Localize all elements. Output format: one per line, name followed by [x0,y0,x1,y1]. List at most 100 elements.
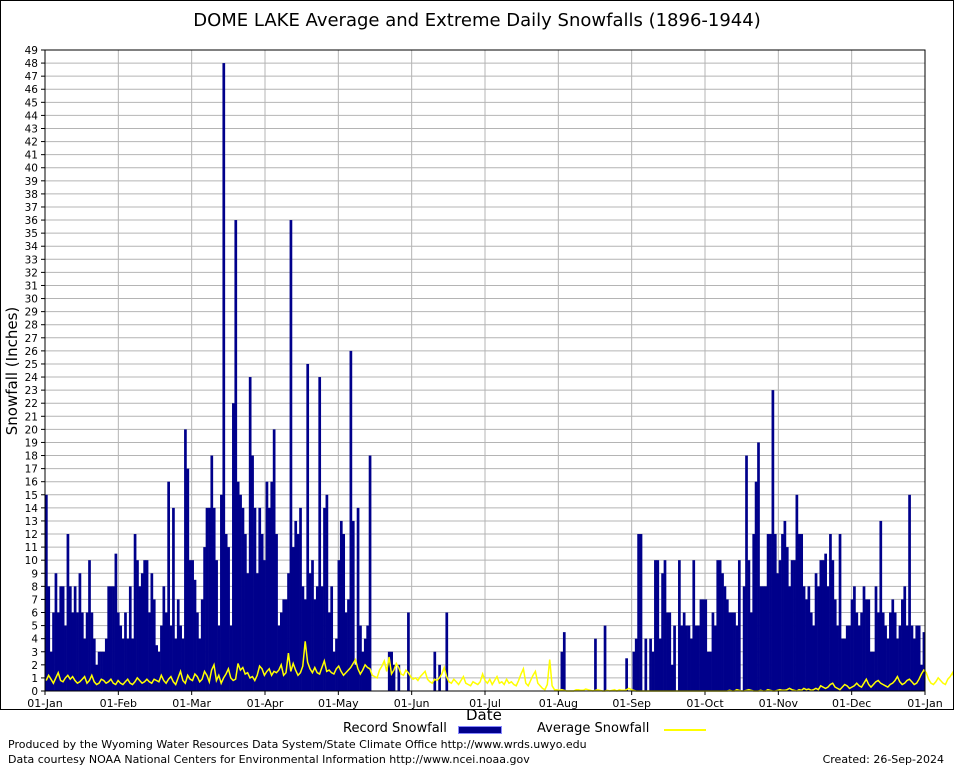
record-bar [829,534,832,691]
record-bar [644,638,648,691]
record-bar [152,599,156,691]
record-bar [867,599,871,691]
record-bar [433,651,437,691]
y-tick-label: 11 [25,542,38,554]
record-bar [133,534,137,691]
record-bar [651,651,655,691]
record-bar [100,651,103,691]
record-bar [196,612,199,691]
record-bar [232,403,235,691]
record-bar [908,494,911,691]
y-tick-label: 43 [25,123,38,135]
y-tick-label: 34 [25,241,39,253]
record-bar [73,586,77,691]
record-bar [61,586,65,691]
record-bar [66,534,70,691]
record-bar [227,547,230,691]
record-bar [879,520,883,691]
y-tick-label: 0 [31,686,38,698]
record-bar [112,586,115,691]
record-bar [920,664,923,691]
record-bar [901,599,904,691]
record-bar [59,586,63,691]
y-tick-label: 18 [25,451,38,463]
record-bar [817,586,820,691]
record-bar [361,651,365,691]
x-tick-label: 01-Sep [612,697,651,710]
y-tick-label: 1 [31,673,38,685]
record-bar [215,560,218,691]
record-bar [843,638,847,691]
y-tick-label: 42 [25,137,38,149]
record-bar [176,599,180,691]
y-tick-label: 28 [25,320,38,332]
record-bar [356,507,360,691]
record-bar [891,599,895,691]
record-bar [97,651,101,691]
record-bar [90,612,94,691]
record-bar [119,625,123,691]
record-bar [594,638,597,691]
record-bar [313,599,317,691]
record-bar [666,612,669,691]
record-bar [136,560,139,691]
record-bar [723,586,727,691]
record-bar [819,560,823,691]
record-bar [802,586,806,691]
record-bar [260,534,264,691]
record-bar [836,625,839,691]
record-bar [562,632,566,691]
record-bar [407,612,410,691]
record-bar [169,625,173,691]
record-bar [730,612,734,691]
x-tick-label: 01-Aug [539,697,578,710]
record-bar [783,520,787,691]
record-bar [121,638,125,691]
y-tick-label: 20 [25,424,38,436]
y-tick-label: 44 [25,110,39,122]
y-tick-label: 39 [25,176,38,188]
record-bar [800,534,804,691]
record-bar [387,651,391,691]
y-axis-label: Snowfall (Inches) [3,306,21,436]
record-bar [877,612,880,691]
record-bar [850,599,854,691]
record-bar [172,507,175,691]
record-bar [841,638,844,691]
record-bar [347,599,350,691]
y-tick-label: 40 [25,163,38,175]
record-bar [186,468,190,691]
record-bar [690,638,693,691]
record-bar [239,494,242,691]
record-bar [193,579,197,691]
record-bar [884,625,887,691]
record-bar [728,612,732,691]
x-tick-label: 01-Dec [832,697,871,710]
record-bar [785,547,789,691]
record-bar [138,586,142,691]
record-bar [445,612,449,691]
record-bar [342,534,346,691]
record-bar [179,625,182,691]
record-bar [320,586,324,691]
record-bar [258,507,262,691]
record-bar [915,625,919,691]
record-bar [678,560,681,691]
record-bar [397,664,401,691]
record-bar [922,632,926,691]
record-bar [793,560,796,691]
record-bar [737,560,741,691]
record-bar [733,612,736,691]
record-bar [140,573,144,691]
record-bar [80,612,84,691]
record-bar [709,651,712,691]
record-bar [45,494,48,691]
record-bar [270,481,274,691]
record-bar [349,350,353,691]
record-bar [366,625,370,691]
record-bar [234,220,238,691]
y-tick-label: 10 [25,555,38,567]
record-bar [752,534,756,691]
record-bar [781,534,784,691]
record-bar [107,586,111,691]
